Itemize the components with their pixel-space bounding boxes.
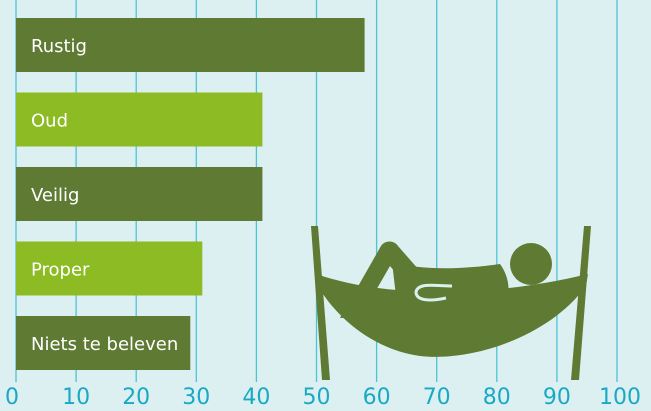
x-tick-label: 100: [599, 385, 641, 410]
sleeper-leg-icon: [340, 241, 440, 318]
bar: [16, 316, 191, 370]
x-tick-label: 20: [122, 385, 150, 410]
hammock-post-left-icon: [311, 226, 330, 380]
x-tick-label: 60: [363, 385, 391, 410]
hammock-net-icon: [316, 274, 588, 357]
x-tick-label: 30: [182, 385, 210, 410]
x-tick-label: 70: [423, 385, 451, 410]
bar-category-label: Proper: [31, 260, 90, 281]
x-tick-label: 90: [543, 385, 571, 410]
bar: [16, 167, 263, 221]
bar: [16, 241, 203, 296]
hammock-post-right-icon: [571, 226, 591, 380]
bar-category-label: Niets te beleven: [31, 334, 178, 355]
sleeper-head-icon: [510, 243, 552, 285]
x-tick-label: 40: [242, 385, 270, 410]
bars: Rustig Oud Veilig Proper Niets te beleven: [16, 18, 365, 370]
bar-category-label: Oud: [31, 111, 68, 132]
person-in-hammock-icon: [311, 226, 591, 380]
sleeper-arm-detail-icon: [414, 283, 453, 302]
x-tick-label: 10: [62, 385, 90, 410]
x-tick-label: 50: [303, 385, 331, 410]
x-tick-label: 80: [483, 385, 511, 410]
bar-category-label: Rustig: [31, 36, 87, 57]
x-tick-label: 0: [5, 385, 19, 410]
bar: [16, 18, 365, 72]
bar: [16, 92, 263, 147]
bar-category-label: Veilig: [31, 185, 79, 206]
x-axis-tick-labels: 0 10 20 30 40 50 60 70 80 90 100: [5, 385, 641, 410]
